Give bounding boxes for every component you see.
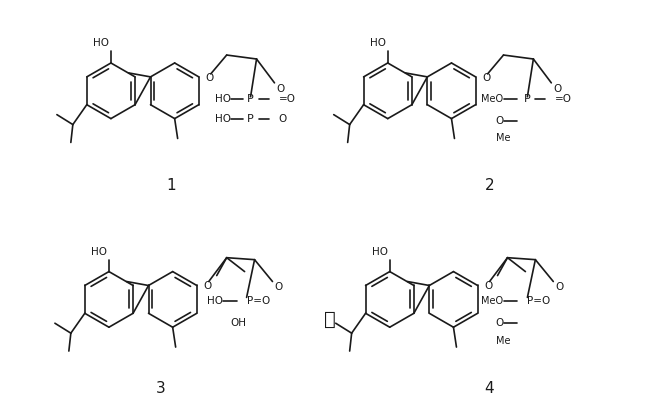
Text: HO: HO bbox=[215, 94, 231, 104]
Text: =O: =O bbox=[555, 94, 572, 104]
Text: O: O bbox=[204, 281, 212, 291]
Text: HO: HO bbox=[370, 38, 386, 48]
Text: HO: HO bbox=[93, 38, 109, 48]
Text: MeO: MeO bbox=[482, 296, 504, 306]
Text: P: P bbox=[524, 94, 531, 104]
Text: Me: Me bbox=[496, 336, 511, 346]
Text: HO: HO bbox=[215, 114, 231, 124]
Text: P: P bbox=[247, 94, 254, 104]
Text: P: P bbox=[247, 114, 254, 124]
Text: O: O bbox=[278, 114, 287, 124]
Text: O: O bbox=[553, 84, 562, 94]
Text: OH: OH bbox=[231, 318, 247, 328]
Text: O: O bbox=[555, 283, 564, 293]
Text: =O: =O bbox=[278, 94, 295, 104]
Text: O: O bbox=[276, 84, 285, 94]
Text: P=O: P=O bbox=[247, 296, 270, 306]
Text: O: O bbox=[274, 283, 283, 293]
Text: 或: 或 bbox=[324, 310, 336, 329]
Text: O: O bbox=[483, 73, 491, 83]
Text: P=O: P=O bbox=[527, 296, 550, 306]
Text: 4: 4 bbox=[485, 381, 494, 396]
Text: O: O bbox=[485, 281, 493, 291]
Text: MeO: MeO bbox=[482, 94, 504, 104]
Text: 3: 3 bbox=[156, 381, 165, 396]
Text: 1: 1 bbox=[166, 178, 176, 193]
Text: O: O bbox=[495, 318, 504, 328]
Text: HO: HO bbox=[372, 247, 388, 257]
Text: O: O bbox=[206, 73, 214, 83]
Text: HO: HO bbox=[207, 296, 222, 306]
Text: 2: 2 bbox=[485, 178, 494, 193]
Text: Me: Me bbox=[496, 133, 511, 143]
Text: O: O bbox=[495, 116, 504, 125]
Text: HO: HO bbox=[91, 247, 107, 257]
